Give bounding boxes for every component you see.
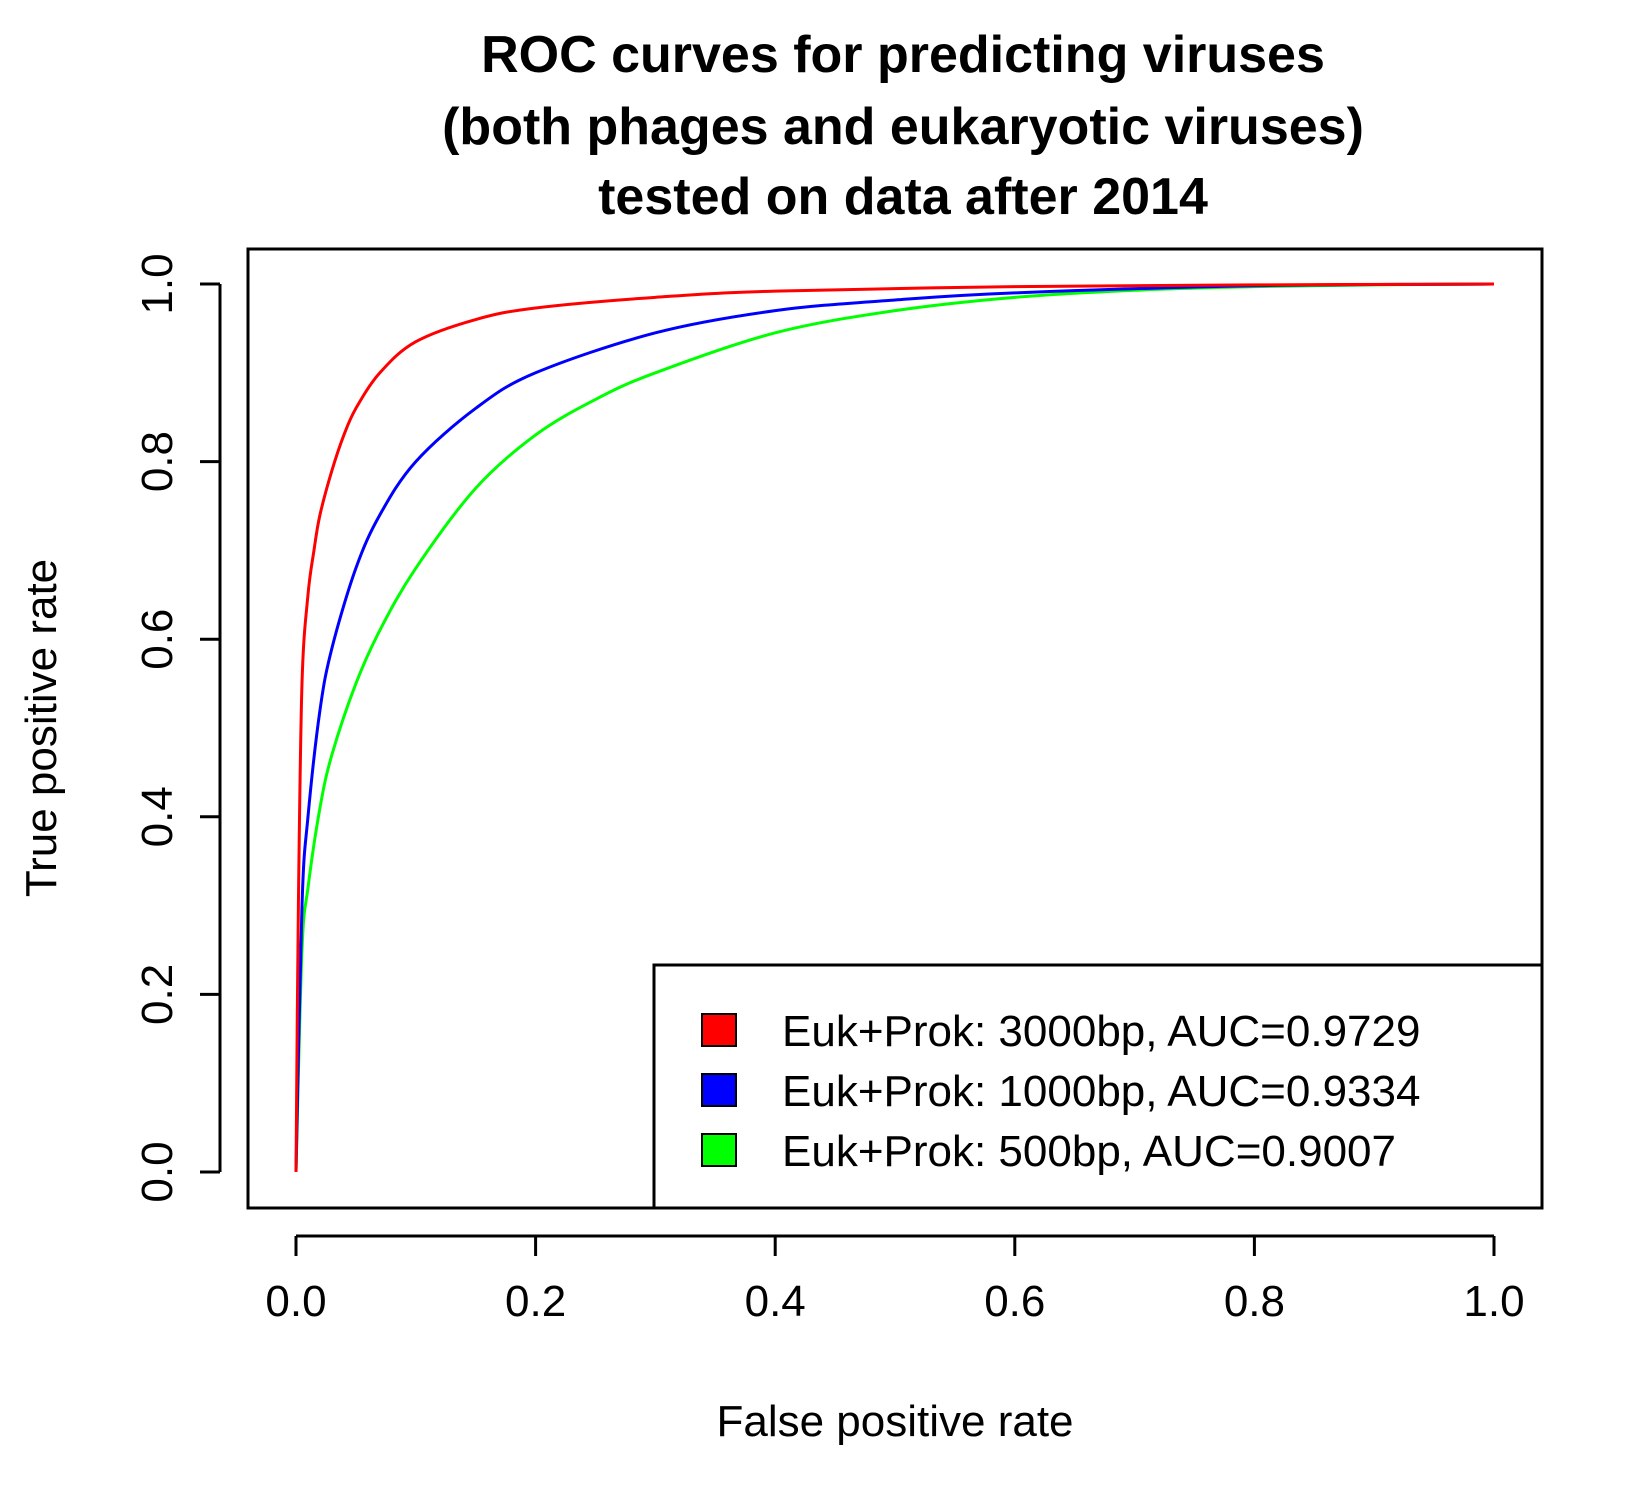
chart-title-line-3: tested on data after 2014 — [598, 168, 1208, 226]
x-tick-label: 1.0 — [1463, 1277, 1524, 1326]
x-tick-label: 0.0 — [265, 1277, 326, 1326]
legend: Euk+Prok: 3000bp, AUC=0.9729 Euk+Prok: 10… — [652, 963, 1544, 1210]
chart-title-line-2: (both phages and eukaryotic viruses) — [442, 98, 1364, 156]
y-tick-label: 0.0 — [133, 1141, 182, 1202]
legend-label-1: Euk+Prok: 1000bp, AUC=0.9334 — [782, 1067, 1420, 1116]
series-lines — [294, 282, 1495, 1173]
x-axis-label: False positive rate — [716, 1397, 1073, 1446]
y-tick-label: 0.6 — [133, 609, 182, 670]
legend-swatch-1 — [701, 1073, 737, 1107]
x-tick-label: 0.6 — [984, 1277, 1045, 1326]
y-tick-label: 0.8 — [133, 431, 182, 492]
legend-swatch-0 — [701, 1013, 737, 1047]
legend-swatch-2 — [701, 1133, 737, 1167]
y-tick-label: 0.4 — [133, 786, 182, 847]
y-tick-label: 1.0 — [133, 253, 182, 314]
y-axis-label: True positive rate — [17, 559, 66, 897]
x-tick-label: 0.2 — [505, 1277, 566, 1326]
legend-box — [652, 963, 1544, 1210]
x-tick-label: 0.4 — [745, 1277, 806, 1326]
legend-label-0: Euk+Prok: 3000bp, AUC=0.9729 — [782, 1007, 1420, 1056]
y-tick-label: 0.2 — [133, 964, 182, 1025]
series-line-0 — [294, 282, 1495, 1173]
legend-label-2: Euk+Prok: 500bp, AUC=0.9007 — [782, 1127, 1396, 1176]
chart-title-line-1: ROC curves for predicting viruses — [481, 26, 1325, 84]
series-line-1 — [294, 282, 1495, 1173]
y-axis-ticks: 0.0 0.2 0.4 0.6 0.8 1.0 — [133, 253, 220, 1203]
x-tick-label: 0.8 — [1224, 1277, 1285, 1326]
x-axis-ticks: 0.0 0.2 0.4 0.6 0.8 1.0 — [265, 1236, 1525, 1326]
